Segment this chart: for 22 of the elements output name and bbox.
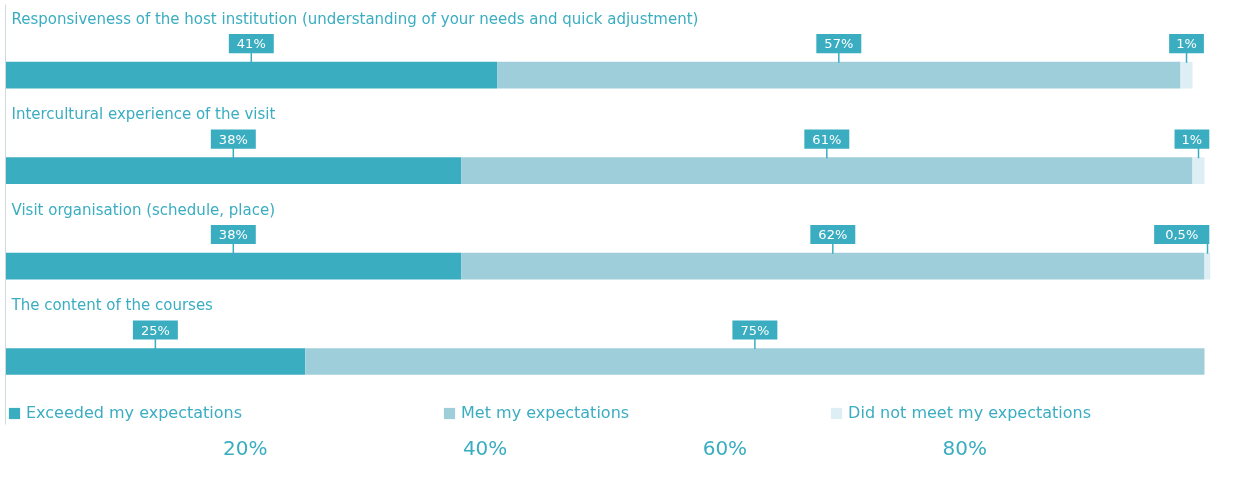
data-label: 1% <box>1181 131 1203 147</box>
data-label: 0,5% <box>1165 227 1199 243</box>
y-tick-label: Intercultural experience of the visit <box>11 105 276 124</box>
legend-label: Did not meet my expectations <box>848 403 1092 422</box>
legend-label: Met my expectations <box>461 403 630 422</box>
y-tick-label: The content of the courses <box>10 296 214 315</box>
x-tick-label: 80% <box>942 435 987 460</box>
data-label: 57% <box>824 36 854 52</box>
data-label: 38% <box>218 227 248 243</box>
x-tick-label: 60% <box>702 435 748 460</box>
data-label: 38% <box>218 131 248 147</box>
data-label: 1% <box>1176 36 1197 52</box>
x-tick-label: 40% <box>462 435 508 460</box>
data-label: 75% <box>740 322 770 338</box>
data-label: 25% <box>140 322 170 338</box>
data-label: 61% <box>812 131 842 147</box>
y-tick-label: Visit organisation (schedule, place) <box>11 200 276 219</box>
x-tick-label: 20% <box>223 435 268 460</box>
data-label: 41% <box>236 36 266 52</box>
legend-label: Exceeded my expectations <box>26 403 243 422</box>
y-tick-label: Responsiveness of the host institution (understanding of your needs and quick adjustment) <box>11 9 699 28</box>
data-label: 62% <box>818 227 848 243</box>
